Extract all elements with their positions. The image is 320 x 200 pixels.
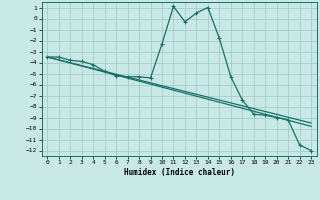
X-axis label: Humidex (Indice chaleur): Humidex (Indice chaleur) [124, 168, 235, 177]
